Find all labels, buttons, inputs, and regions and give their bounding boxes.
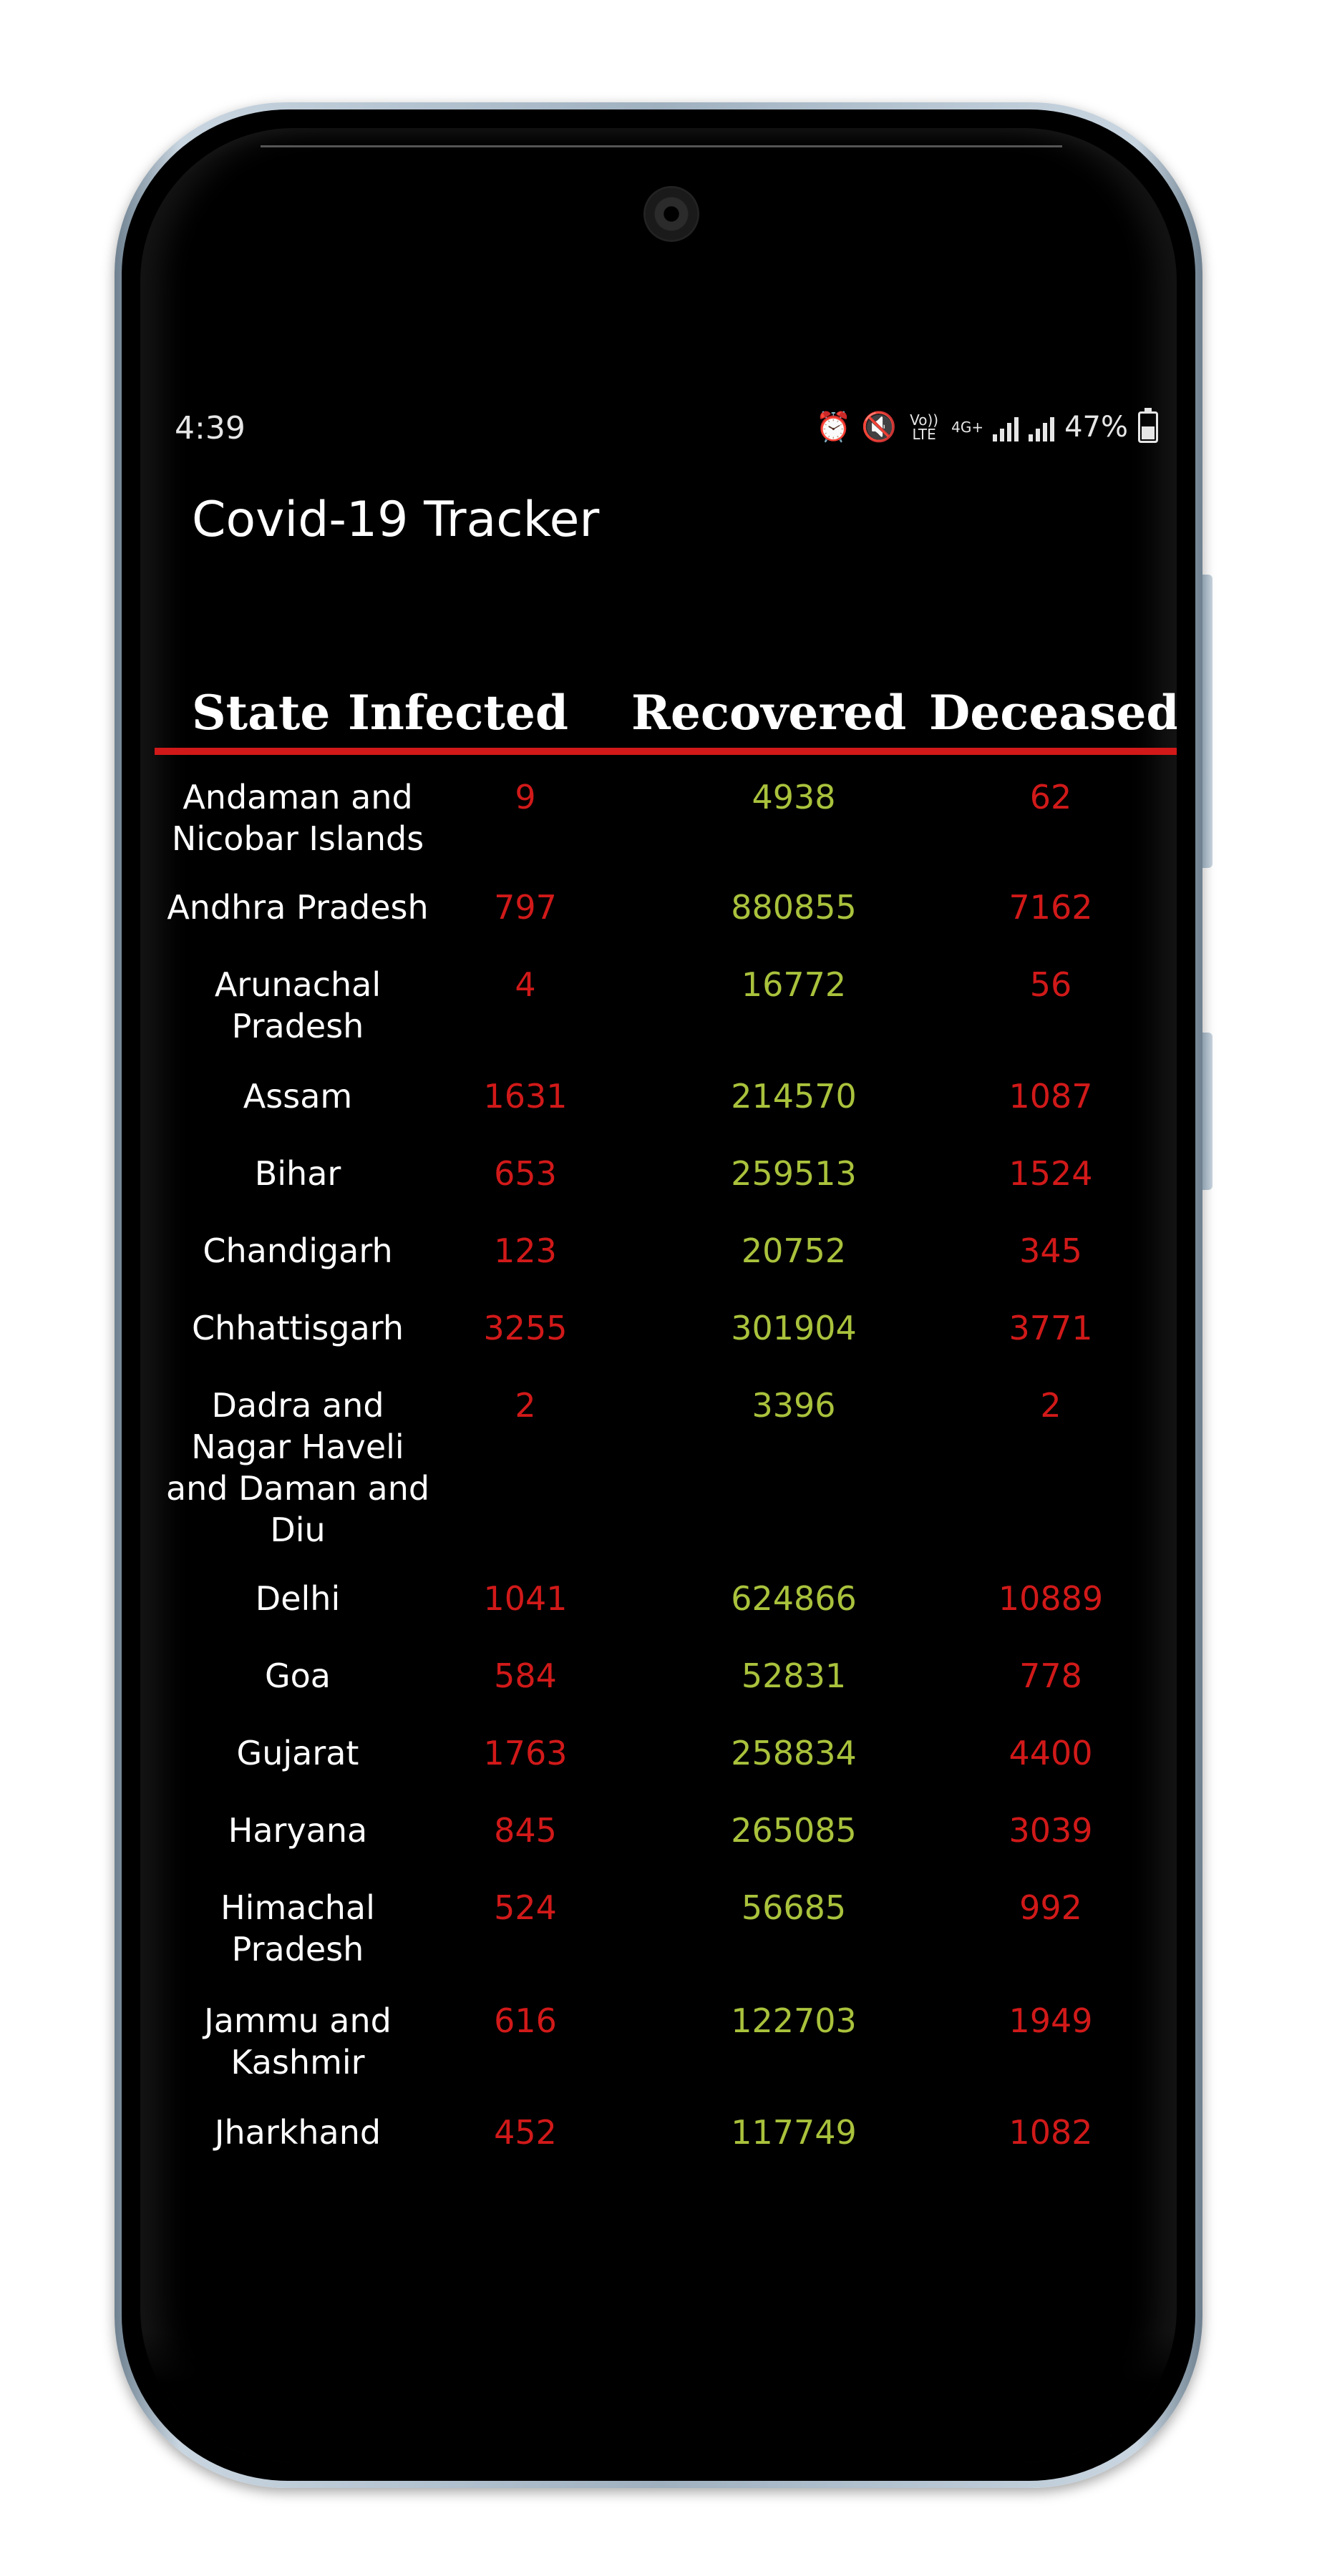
cell-infected: 9: [515, 778, 536, 816]
header-infected: Infected: [348, 685, 569, 741]
cell-deceased: 7162: [1009, 888, 1093, 927]
cell-recovered: 624866: [731, 1579, 857, 1618]
cell-infected: 1631: [483, 1077, 568, 1116]
cell-infected: 1763: [483, 1734, 568, 1772]
cell-recovered: 214570: [731, 1077, 857, 1116]
cell-deceased: 4400: [1009, 1734, 1093, 1772]
cell-state: Chhattisgarh: [191, 1309, 404, 1347]
alarm-icon: ⏰: [815, 411, 852, 444]
cell-infected: 123: [494, 1231, 557, 1270]
cell-infected: 616: [494, 2001, 557, 2040]
cell-state: Himachal Pradesh: [220, 1888, 375, 1968]
cell-recovered: 20752: [741, 1231, 847, 1270]
cell-recovered: 3396: [752, 1386, 836, 1425]
4g-icon: 4G+: [951, 418, 984, 436]
cell-infected: 2: [515, 1386, 536, 1425]
cell-deceased: 2: [1040, 1386, 1061, 1425]
cell-deceased: 3771: [1009, 1309, 1093, 1347]
cell-state: Chandigarh: [203, 1231, 393, 1270]
cell-infected: 4: [515, 965, 536, 1004]
bottom-fade: [140, 2332, 1177, 2462]
cell-recovered: 122703: [731, 2001, 857, 2040]
cell-recovered: 258834: [731, 1734, 857, 1772]
cell-recovered: 301904: [731, 1309, 857, 1347]
cell-state: Dadra and Nagar Haveli and Daman and Diu: [165, 1386, 430, 1549]
cell-infected: 653: [494, 1154, 557, 1193]
cell-infected: 524: [494, 1888, 557, 1927]
cell-recovered: 880855: [731, 888, 857, 927]
header-recovered: Recovered: [631, 685, 907, 741]
cell-state: Jammu and Kashmir: [204, 2001, 392, 2082]
cell-deceased: 1524: [1009, 1154, 1093, 1193]
volte-icon: Vo)) LTE: [910, 411, 939, 443]
status-icons: ⏰ 🔇 Vo)) LTE 4G+ 47%: [815, 407, 1158, 444]
power-button: [1202, 575, 1212, 868]
cell-infected: 1041: [483, 1579, 568, 1618]
cell-recovered: 52831: [741, 1657, 847, 1695]
cell-state: Jharkhand: [214, 2113, 382, 2152]
volume-button: [1202, 1033, 1212, 1190]
signal-icon: [993, 413, 1019, 441]
cell-state: Andhra Pradesh: [167, 888, 429, 927]
header-state: State: [192, 685, 331, 741]
cell-recovered: 56685: [741, 1888, 847, 1927]
status-bar: 4:39 ⏰ 🔇 Vo)) LTE 4G+ 47%: [140, 407, 1177, 460]
cell-recovered: 16772: [741, 965, 847, 1004]
signal-icon-2: [1029, 413, 1055, 441]
cell-deceased: 1087: [1009, 1077, 1093, 1116]
cell-state: Andaman and Nicobar Islands: [171, 778, 424, 858]
table-header: State Infected Recovered Deceased: [160, 685, 1177, 748]
cell-deceased: 10889: [998, 1579, 1104, 1618]
cell-deceased: 345: [1019, 1231, 1082, 1270]
cell-state: Goa: [265, 1657, 331, 1695]
cell-deceased: 3039: [1009, 1811, 1093, 1850]
header-deceased: Deceased: [929, 685, 1177, 741]
cell-state: Assam: [243, 1077, 353, 1116]
cell-infected: 452: [494, 2113, 557, 2152]
status-time: 4:39: [175, 410, 246, 447]
cell-infected: 845: [494, 1811, 557, 1850]
cell-deceased: 1082: [1009, 2113, 1093, 2152]
app-title: Covid-19 Tracker: [192, 492, 600, 548]
app-screen: 4:39 ⏰ 🔇 Vo)) LTE 4G+ 47% Cov: [140, 128, 1177, 2462]
cell-infected: 797: [494, 888, 557, 927]
cell-deceased: 62: [1029, 778, 1072, 816]
cell-state: Bihar: [254, 1154, 341, 1193]
front-camera: [646, 188, 697, 240]
cell-state: Haryana: [228, 1811, 368, 1850]
cell-infected: 3255: [483, 1309, 568, 1347]
cell-infected: 584: [494, 1657, 557, 1695]
cell-recovered: 117749: [731, 2113, 857, 2152]
phone-frame: 4:39 ⏰ 🔇 Vo)) LTE 4G+ 47% Cov: [115, 102, 1212, 2488]
earpiece-line: [261, 145, 1062, 147]
mute-icon: 🔇: [861, 411, 898, 444]
battery-percent: 47%: [1064, 410, 1128, 444]
cell-state: Gujarat: [236, 1734, 359, 1772]
header-divider: [155, 748, 1177, 755]
cell-deceased: 992: [1019, 1888, 1082, 1927]
cell-deceased: 1949: [1009, 2001, 1093, 2040]
cell-state: Arunachal Pradesh: [214, 965, 382, 1045]
cell-state: Delhi: [255, 1579, 341, 1618]
cell-recovered: 265085: [731, 1811, 857, 1850]
cell-recovered: 259513: [731, 1154, 857, 1193]
cell-deceased: 778: [1019, 1657, 1082, 1695]
phone-bezel: 4:39 ⏰ 🔇 Vo)) LTE 4G+ 47% Cov: [122, 109, 1195, 2481]
cell-recovered: 4938: [752, 778, 836, 816]
cell-deceased: 56: [1029, 965, 1072, 1004]
battery-icon: [1138, 407, 1158, 443]
